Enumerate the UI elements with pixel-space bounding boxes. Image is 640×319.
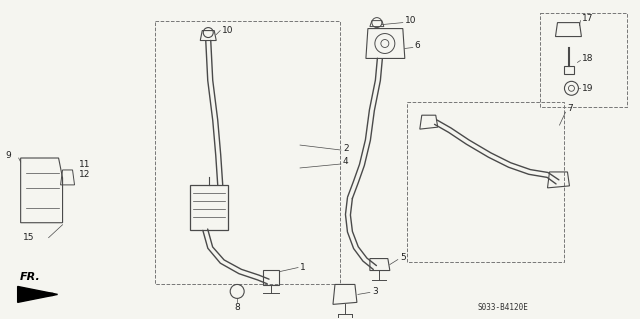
Text: 10: 10	[222, 26, 234, 35]
Text: 18: 18	[582, 54, 594, 63]
Text: 4: 4	[343, 158, 349, 167]
Polygon shape	[18, 286, 58, 302]
Text: 15: 15	[22, 233, 34, 242]
Text: 19: 19	[582, 84, 594, 93]
Text: 7: 7	[568, 104, 573, 113]
Bar	[156, 21, 340, 285]
Text: 8: 8	[234, 303, 240, 312]
Text: 1: 1	[300, 263, 306, 272]
Bar	[407, 102, 564, 262]
Text: S033-B4120E: S033-B4120E	[477, 303, 529, 312]
Text: 17: 17	[582, 14, 594, 23]
Text: 2: 2	[343, 144, 349, 152]
Text: 6: 6	[415, 41, 420, 50]
Text: 9: 9	[6, 151, 12, 160]
Text: 5: 5	[400, 253, 406, 262]
Text: 10: 10	[405, 16, 416, 25]
Text: FR.: FR.	[20, 272, 41, 282]
Text: 11: 11	[79, 160, 90, 169]
Text: 12: 12	[79, 170, 90, 179]
Text: 3: 3	[372, 287, 378, 296]
